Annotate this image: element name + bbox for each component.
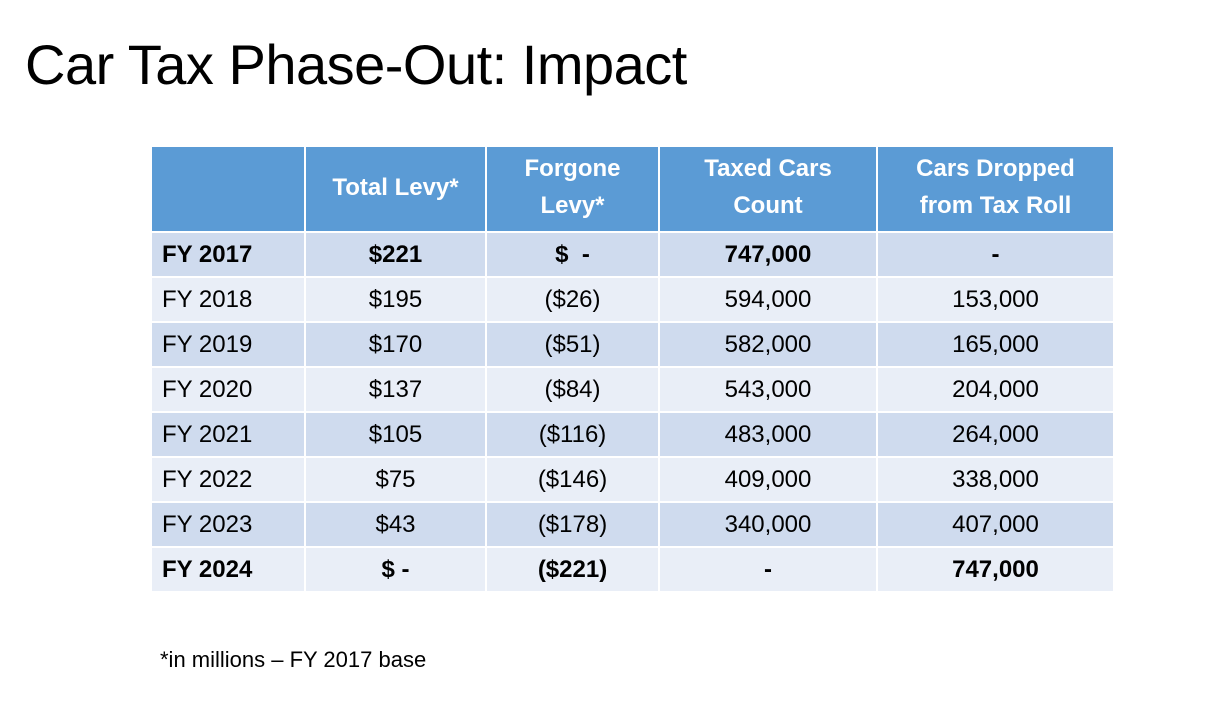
taxed-cars-cell: - bbox=[658, 546, 878, 593]
table-row-fy2023: FY 2023 $43 ($178) 340,000 407,000 bbox=[150, 501, 1115, 548]
total-levy-cell: $43 bbox=[304, 501, 487, 548]
year-cell: FY 2017 bbox=[150, 231, 306, 278]
table-row-fy2020: FY 2020 $137 ($84) 543,000 204,000 bbox=[150, 366, 1115, 413]
cars-dropped-cell: 747,000 bbox=[876, 546, 1115, 593]
forgone-levy-cell: ($116) bbox=[485, 411, 660, 458]
header-cell-cars-dropped: Cars Dropped from Tax Roll bbox=[876, 145, 1115, 233]
taxed-cars-cell: 409,000 bbox=[658, 456, 878, 503]
year-cell: FY 2021 bbox=[150, 411, 306, 458]
table-row-fy2021: FY 2021 $105 ($116) 483,000 264,000 bbox=[150, 411, 1115, 458]
table-header-row: Total Levy* Forgone Levy* Taxed Cars Cou… bbox=[150, 145, 1115, 233]
taxed-cars-cell: 340,000 bbox=[658, 501, 878, 548]
cars-dropped-cell: 204,000 bbox=[876, 366, 1115, 413]
table-row-fy2019: FY 2019 $170 ($51) 582,000 165,000 bbox=[150, 321, 1115, 368]
year-cell: FY 2019 bbox=[150, 321, 306, 368]
total-levy-cell: $170 bbox=[304, 321, 487, 368]
taxed-cars-cell: 543,000 bbox=[658, 366, 878, 413]
total-levy-cell: $ - bbox=[304, 546, 487, 593]
forgone-levy-cell: $ - bbox=[485, 231, 660, 278]
header-cell-forgone-levy: Forgone Levy* bbox=[485, 145, 660, 233]
year-cell: FY 2022 bbox=[150, 456, 306, 503]
cars-dropped-cell: - bbox=[876, 231, 1115, 278]
header-taxed-cars-count: Taxed Cars Count bbox=[704, 155, 832, 219]
taxed-cars-cell: 582,000 bbox=[658, 321, 878, 368]
total-levy-cell: $137 bbox=[304, 366, 487, 413]
cars-dropped-cell: 338,000 bbox=[876, 456, 1115, 503]
year-cell: FY 2020 bbox=[150, 366, 306, 413]
forgone-levy-cell: ($178) bbox=[485, 501, 660, 548]
forgone-levy-cell: ($26) bbox=[485, 276, 660, 323]
slide-title: Car Tax Phase-Out: Impact bbox=[25, 33, 687, 96]
year-cell: FY 2018 bbox=[150, 276, 306, 323]
header-cell-year bbox=[150, 145, 306, 233]
taxed-cars-cell: 594,000 bbox=[658, 276, 878, 323]
footnote: *in millions – FY 2017 base bbox=[160, 647, 427, 672]
cars-dropped-cell: 407,000 bbox=[876, 501, 1115, 548]
total-levy-cell: $75 bbox=[304, 456, 487, 503]
header-total-levy: Total Levy* bbox=[332, 173, 459, 201]
header-cell-total-levy: Total Levy* bbox=[304, 145, 487, 233]
header-forgone-levy: Forgone Levy* bbox=[524, 155, 621, 219]
forgone-levy-cell: ($221) bbox=[485, 546, 660, 593]
header-cell-taxed-cars: Taxed Cars Count bbox=[658, 145, 878, 233]
year-cell: FY 2024 bbox=[150, 546, 306, 593]
forgone-levy-cell: ($84) bbox=[485, 366, 660, 413]
cars-dropped-cell: 153,000 bbox=[876, 276, 1115, 323]
total-levy-cell: $195 bbox=[304, 276, 487, 323]
taxed-cars-cell: 747,000 bbox=[658, 231, 878, 278]
taxed-cars-cell: 483,000 bbox=[658, 411, 878, 458]
header-cars-dropped: Cars Dropped from Tax Roll bbox=[916, 155, 1075, 219]
table-row-fy2017: FY 2017 $221 $ - 747,000 - bbox=[150, 231, 1115, 278]
table-row-fy2024: FY 2024 $ - ($221) - 747,000 bbox=[150, 546, 1115, 593]
table-row-fy2018: FY 2018 $195 ($26) 594,000 153,000 bbox=[150, 276, 1115, 323]
table-row-fy2022: FY 2022 $75 ($146) 409,000 338,000 bbox=[150, 456, 1115, 503]
levy-table: Total Levy* Forgone Levy* Taxed Cars Cou… bbox=[150, 145, 1115, 593]
forgone-levy-cell: ($51) bbox=[485, 321, 660, 368]
year-cell: FY 2023 bbox=[150, 501, 306, 548]
total-levy-cell: $221 bbox=[304, 231, 487, 278]
cars-dropped-cell: 264,000 bbox=[876, 411, 1115, 458]
total-levy-cell: $105 bbox=[304, 411, 487, 458]
forgone-levy-cell: ($146) bbox=[485, 456, 660, 503]
cars-dropped-cell: 165,000 bbox=[876, 321, 1115, 368]
